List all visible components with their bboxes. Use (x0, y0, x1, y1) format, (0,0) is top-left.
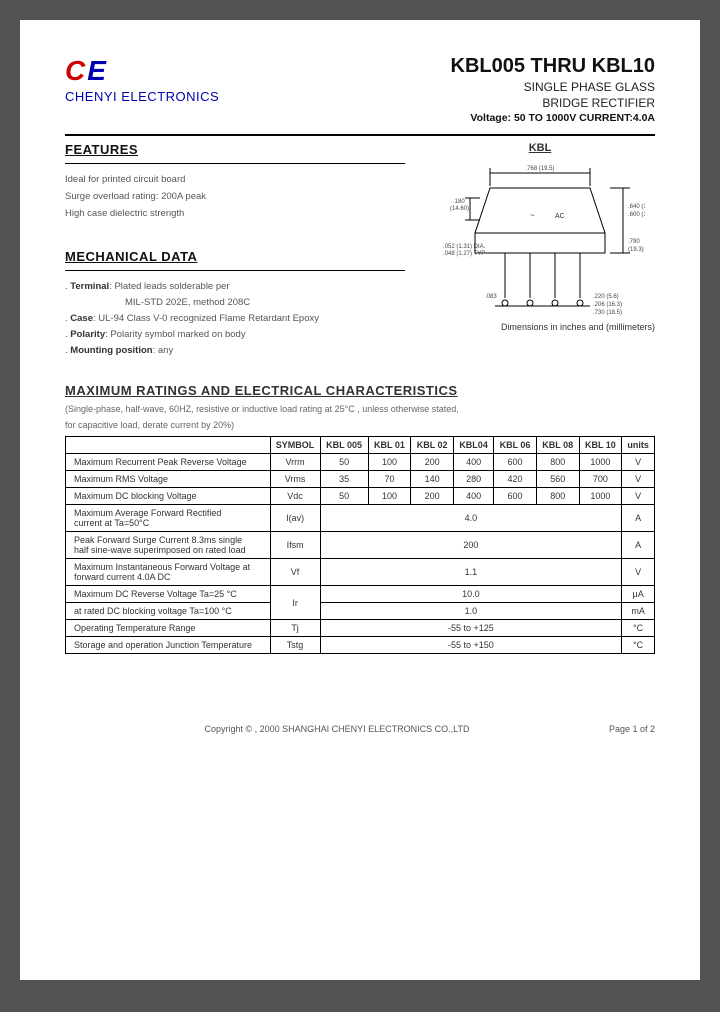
features-underline (65, 163, 405, 164)
ratings-heading: MAXIMUM RATINGS AND ELECTRICAL CHARACTER… (65, 383, 655, 398)
table-header-row: SYMBOL KBL 005 KBL 01 KBL 02 KBL04 KBL 0… (66, 437, 655, 454)
svg-text:.730 (18.5): .730 (18.5) (593, 310, 622, 316)
th-part: KBL04 (453, 437, 493, 454)
th-part: KBL 005 (320, 437, 368, 454)
th-blank (66, 437, 271, 454)
th-part: KBL 01 (368, 437, 411, 454)
spec-line: Voltage: 50 TO 1000V CURRENT:4.0A (451, 112, 655, 124)
svg-text:.048 (1.27) TYP: .048 (1.27) TYP (443, 251, 485, 257)
svg-text:.052 (1.31) DIA.: .052 (1.31) DIA. (443, 244, 486, 250)
left-column: FEATURES Ideal for printed circuit board… (65, 142, 405, 361)
th-units: units (622, 437, 655, 454)
table-row: Maximum Instantaneous Forward Voltage at… (66, 559, 655, 586)
copyright: Copyright © , 2000 SHANGHAI CHENYI ELECT… (65, 724, 609, 734)
mech-item: . Polarity: Polarity symbol marked on bo… (65, 329, 405, 340)
feature-item: High case dielectric strength (65, 208, 405, 219)
ratings-table: SYMBOL KBL 005 KBL 01 KBL 02 KBL04 KBL 0… (65, 436, 655, 654)
mech-item: . Terminal: Plated leads solderable per (65, 281, 405, 292)
th-symbol: SYMBOL (270, 437, 320, 454)
table-row: Maximum DC Reverse Voltage Ta=25 °C Ir 1… (66, 586, 655, 603)
table-row: Peak Forward Surge Current 8.3ms single … (66, 532, 655, 559)
package-label: KBL (425, 142, 655, 154)
table-row: Maximum RMS Voltage Vrms 357014028042056… (66, 471, 655, 488)
mech-item: MIL-STD 202E, method 208C (65, 297, 405, 308)
svg-text:.220 (5.6): .220 (5.6) (593, 294, 619, 300)
table-row: Storage and operation Junction Temperatu… (66, 637, 655, 654)
svg-text:(14.60): (14.60) (450, 206, 469, 212)
mechanical-heading: MECHANICAL DATA (65, 249, 405, 264)
svg-text:.768 (19.5): .768 (19.5) (525, 166, 554, 172)
header: CE CHENYI ELECTRONICS KBL005 THRU KBL10 … (65, 55, 655, 124)
company-name: CHENYI ELECTRONICS (65, 89, 219, 104)
table-row: Maximum DC blocking Voltage Vdc 50100200… (66, 488, 655, 505)
svg-text:(19.3): (19.3) (628, 247, 644, 253)
content-columns: FEATURES Ideal for printed circuit board… (65, 142, 655, 361)
svg-text:.180: .180 (453, 199, 465, 205)
subtitle-2: BRIDGE RECTIFIER (451, 96, 655, 110)
svg-text:.600 (15.2): .600 (15.2) (628, 212, 645, 218)
mech-item: . Mounting position: any (65, 345, 405, 356)
right-column: KBL (425, 142, 655, 361)
th-part: KBL 06 (494, 437, 537, 454)
svg-text:AC: AC (555, 213, 565, 220)
ratings-note-1: (Single-phase, half-wave, 60HZ, resistiv… (65, 404, 655, 414)
dimension-caption: Dimensions in inches and (millimeters) (425, 322, 655, 332)
svg-text:.083: .083 (485, 294, 497, 300)
table-row: Operating Temperature Range Tj -55 to +1… (66, 620, 655, 637)
footer: Copyright © , 2000 SHANGHAI CHENYI ELECT… (65, 724, 655, 734)
feature-item: Ideal for printed circuit board (65, 174, 405, 185)
ratings-note-2: for capacitive load, derate current by 2… (65, 420, 655, 430)
svg-text:.790: .790 (628, 239, 640, 245)
divider-top (65, 134, 655, 136)
features-heading: FEATURES (65, 142, 405, 157)
svg-text:~: ~ (530, 211, 535, 220)
package-diagram: .768 (19.5) .640 (16.3) .600 (15.2) .790… (435, 158, 645, 318)
logo-letter-e: E (87, 55, 108, 86)
svg-text:.640 (16.3): .640 (16.3) (628, 204, 645, 210)
part-title: KBL005 THRU KBL10 (451, 55, 655, 78)
datasheet-page: CE CHENYI ELECTRONICS KBL005 THRU KBL10 … (20, 20, 700, 980)
subtitle-1: SINGLE PHASE GLASS (451, 80, 655, 94)
svg-text:.206 (16.3): .206 (16.3) (593, 302, 622, 308)
logo-block: CE CHENYI ELECTRONICS (65, 55, 219, 104)
th-part: KBL 08 (536, 437, 579, 454)
logo-letter-c: C (65, 55, 87, 86)
page-number: Page 1 of 2 (609, 724, 655, 734)
logo-ce: CE (65, 55, 219, 87)
mech-item: . Case: UL-94 Class V-0 recognized Flame… (65, 313, 405, 324)
feature-item: Surge overload rating: 200A peak (65, 191, 405, 202)
table-row: at rated DC blocking voltage Ta=100 °C 1… (66, 603, 655, 620)
th-part: KBL 10 (579, 437, 622, 454)
th-part: KBL 02 (411, 437, 454, 454)
title-block: KBL005 THRU KBL10 SINGLE PHASE GLASS BRI… (451, 55, 655, 124)
table-row: Maximum Average Forward Rectified curren… (66, 505, 655, 532)
mechanical-underline (65, 270, 405, 271)
table-row: Maximum Recurrent Peak Reverse Voltage V… (66, 454, 655, 471)
